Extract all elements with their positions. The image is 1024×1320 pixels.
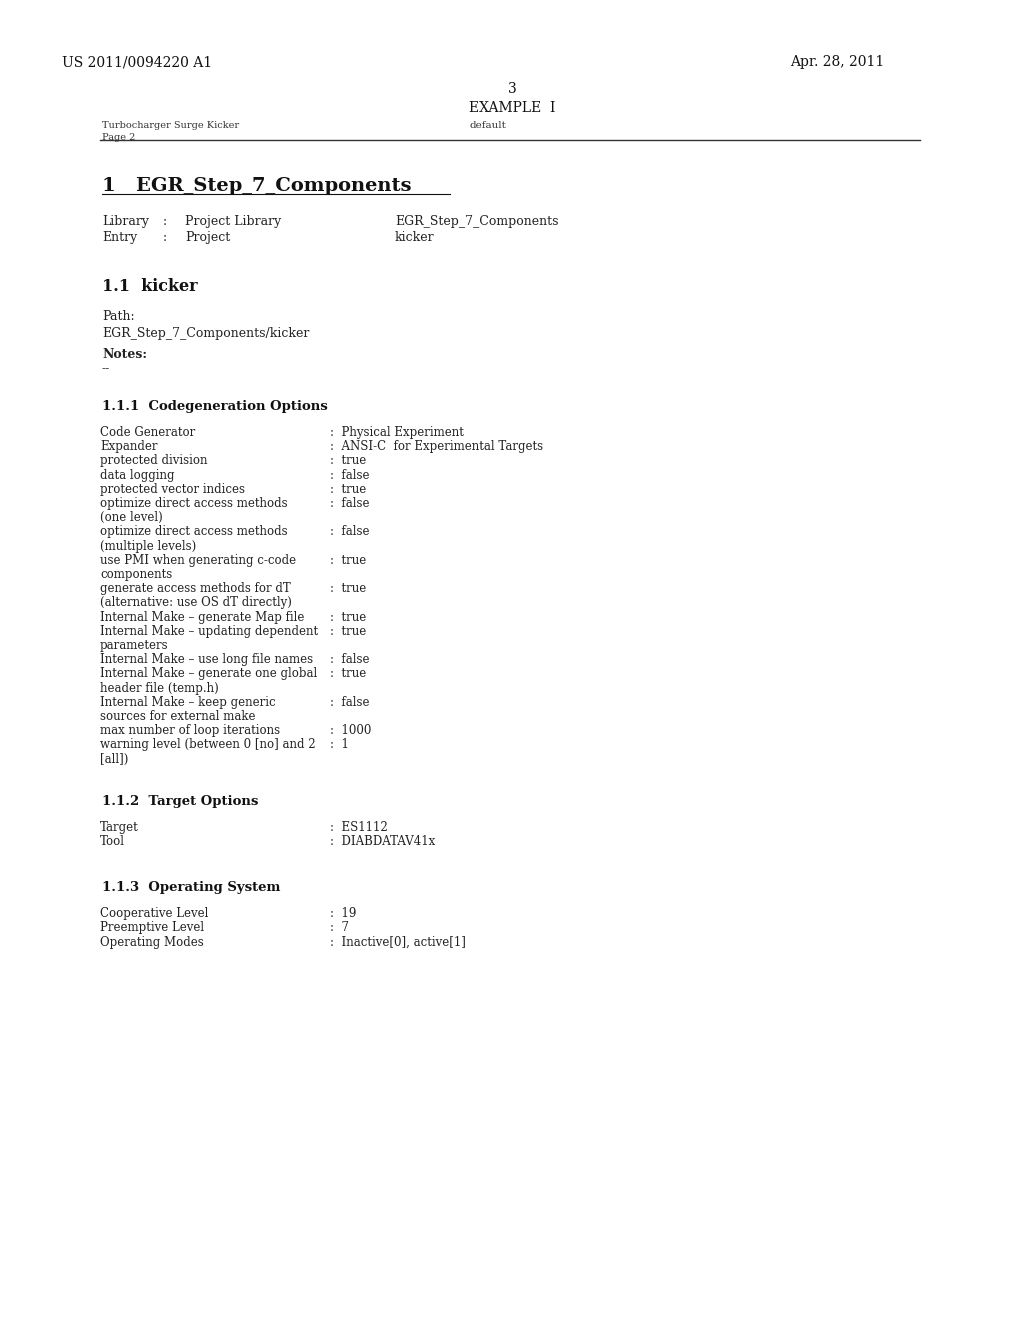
Text: optimize direct access methods: optimize direct access methods [100, 498, 288, 510]
Text: sources for external make: sources for external make [100, 710, 256, 723]
Text: Turbocharger Surge Kicker: Turbocharger Surge Kicker [102, 121, 240, 129]
Text: max number of loop iterations: max number of loop iterations [100, 725, 281, 737]
Text: 1.1.1  Codegeneration Options: 1.1.1 Codegeneration Options [102, 400, 328, 413]
Text: :  true: : true [330, 454, 367, 467]
Text: 1.1.2  Target Options: 1.1.2 Target Options [102, 795, 258, 808]
Text: :  DIABDATAV41x: : DIABDATAV41x [330, 836, 435, 847]
Text: header file (temp.h): header file (temp.h) [100, 681, 219, 694]
Text: Entry: Entry [102, 231, 137, 244]
Text: :  Physical Experiment: : Physical Experiment [330, 426, 464, 440]
Text: :  true: : true [330, 554, 367, 566]
Text: :  false: : false [330, 653, 370, 667]
Text: (one level): (one level) [100, 511, 163, 524]
Text: protected division: protected division [100, 454, 208, 467]
Text: Expander: Expander [100, 440, 158, 453]
Text: Internal Make – use long file names: Internal Make – use long file names [100, 653, 313, 667]
Text: optimize direct access methods: optimize direct access methods [100, 525, 288, 539]
Text: Internal Make – generate Map file: Internal Make – generate Map file [100, 611, 304, 623]
Text: Project Library: Project Library [185, 215, 282, 228]
Text: (alternative: use OS dT directly): (alternative: use OS dT directly) [100, 597, 292, 610]
Text: EXAMPLE  I: EXAMPLE I [469, 102, 555, 115]
Text: :  19: : 19 [330, 907, 356, 920]
Text: protected vector indices: protected vector indices [100, 483, 245, 496]
Text: :  false: : false [330, 469, 370, 482]
Text: :  true: : true [330, 624, 367, 638]
Text: :  true: : true [330, 582, 367, 595]
Text: 3: 3 [508, 82, 516, 96]
Text: Cooperative Level: Cooperative Level [100, 907, 208, 920]
Text: :  Inactive[0], active[1]: : Inactive[0], active[1] [330, 936, 466, 949]
Text: EGR_Step_7_Components/kicker: EGR_Step_7_Components/kicker [102, 327, 309, 341]
Text: Notes:: Notes: [102, 348, 147, 360]
Text: :  7: : 7 [330, 921, 349, 935]
Text: Internal Make – generate one global: Internal Make – generate one global [100, 668, 317, 680]
Text: Tool: Tool [100, 836, 125, 847]
Text: Internal Make – keep generic: Internal Make – keep generic [100, 696, 275, 709]
Text: Path:: Path: [102, 310, 134, 323]
Text: 1.1.3  Operating System: 1.1.3 Operating System [102, 882, 281, 894]
Text: warning level (between 0 [no] and 2: warning level (between 0 [no] and 2 [100, 738, 315, 751]
Text: :: : [163, 215, 167, 228]
Text: Internal Make – updating dependent: Internal Make – updating dependent [100, 624, 318, 638]
Text: EGR_Step_7_Components: EGR_Step_7_Components [395, 215, 558, 228]
Text: --: -- [102, 362, 111, 375]
Text: :  ES1112: : ES1112 [330, 821, 388, 834]
Text: 1.1  kicker: 1.1 kicker [102, 279, 198, 294]
Text: Operating Modes: Operating Modes [100, 936, 204, 949]
Text: generate access methods for dT: generate access methods for dT [100, 582, 291, 595]
Text: Page 2: Page 2 [102, 133, 135, 143]
Text: US 2011/0094220 A1: US 2011/0094220 A1 [62, 55, 212, 69]
Text: Apr. 28, 2011: Apr. 28, 2011 [790, 55, 885, 69]
Text: :  true: : true [330, 668, 367, 680]
Text: Library: Library [102, 215, 150, 228]
Text: :  1: : 1 [330, 738, 349, 751]
Text: Project: Project [185, 231, 230, 244]
Text: :  true: : true [330, 611, 367, 623]
Text: use PMI when generating c-code: use PMI when generating c-code [100, 554, 296, 566]
Text: :  false: : false [330, 498, 370, 510]
Text: data logging: data logging [100, 469, 174, 482]
Text: :: : [163, 231, 167, 244]
Text: Code Generator: Code Generator [100, 426, 196, 440]
Text: 1   EGR_Step_7_Components: 1 EGR_Step_7_Components [102, 177, 412, 195]
Text: :  true: : true [330, 483, 367, 496]
Text: (multiple levels): (multiple levels) [100, 540, 197, 553]
Text: parameters: parameters [100, 639, 169, 652]
Text: :  ANSI-C  for Experimental Targets: : ANSI-C for Experimental Targets [330, 440, 543, 453]
Text: :  false: : false [330, 696, 370, 709]
Text: :  1000: : 1000 [330, 725, 372, 737]
Text: components: components [100, 568, 172, 581]
Text: kicker: kicker [395, 231, 434, 244]
Text: default: default [470, 121, 507, 129]
Text: [all]): [all]) [100, 752, 128, 766]
Text: Preemptive Level: Preemptive Level [100, 921, 204, 935]
Text: Target: Target [100, 821, 138, 834]
Text: :  false: : false [330, 525, 370, 539]
